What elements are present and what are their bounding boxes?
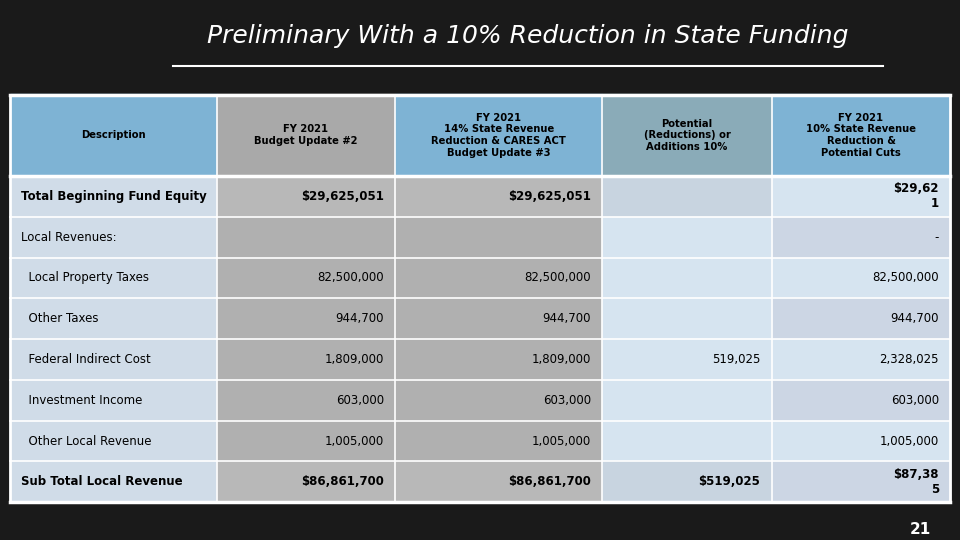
Text: 603,000: 603,000 <box>543 394 591 407</box>
Bar <box>772 380 950 421</box>
Text: Other Local Revenue: Other Local Revenue <box>21 435 152 448</box>
Bar <box>10 421 217 461</box>
Bar <box>10 217 217 258</box>
Bar <box>772 339 950 380</box>
Text: Other Taxes: Other Taxes <box>21 312 98 325</box>
Text: 21: 21 <box>910 522 931 537</box>
Text: 1,005,000: 1,005,000 <box>324 435 384 448</box>
Bar <box>396 298 602 339</box>
Bar <box>602 339 772 380</box>
Text: FY 2021
Budget Update #2: FY 2021 Budget Update #2 <box>254 124 358 146</box>
Text: 1,005,000: 1,005,000 <box>532 435 591 448</box>
Text: FY 2021
10% State Revenue
Reduction &
Potential Cuts: FY 2021 10% State Revenue Reduction & Po… <box>806 113 916 158</box>
Bar <box>396 380 602 421</box>
Text: $29,625,051: $29,625,051 <box>301 190 384 203</box>
Bar <box>396 94 602 176</box>
Bar <box>396 217 602 258</box>
Bar <box>772 176 950 217</box>
Bar <box>602 461 772 502</box>
Text: 944,700: 944,700 <box>891 312 939 325</box>
Bar <box>10 176 217 217</box>
Text: Local Property Taxes: Local Property Taxes <box>21 272 149 285</box>
Text: 82,500,000: 82,500,000 <box>524 272 591 285</box>
Text: $29,625,051: $29,625,051 <box>508 190 591 203</box>
Bar <box>396 421 602 461</box>
Bar <box>10 461 217 502</box>
Text: Sub Total Local Revenue: Sub Total Local Revenue <box>21 475 182 488</box>
Bar <box>602 421 772 461</box>
Bar <box>772 217 950 258</box>
Bar <box>217 421 396 461</box>
Bar <box>602 258 772 298</box>
Text: $29,62
1: $29,62 1 <box>894 183 939 211</box>
Bar <box>217 339 396 380</box>
Bar <box>602 217 772 258</box>
Text: 603,000: 603,000 <box>891 394 939 407</box>
Text: 1,809,000: 1,809,000 <box>324 353 384 366</box>
Bar <box>396 258 602 298</box>
Text: 1,809,000: 1,809,000 <box>532 353 591 366</box>
Bar <box>772 298 950 339</box>
Text: 2,328,025: 2,328,025 <box>879 353 939 366</box>
Text: -: - <box>935 231 939 244</box>
Bar <box>772 461 950 502</box>
Text: Potential
(Reductions) or
Additions 10%: Potential (Reductions) or Additions 10% <box>643 119 731 152</box>
Bar <box>10 339 217 380</box>
Text: 944,700: 944,700 <box>542 312 591 325</box>
Bar <box>772 258 950 298</box>
Text: FY 2021
14% State Revenue
Reduction & CARES ACT
Budget Update #3: FY 2021 14% State Revenue Reduction & CA… <box>431 113 566 158</box>
Bar <box>396 461 602 502</box>
Bar <box>217 298 396 339</box>
Text: Investment Income: Investment Income <box>21 394 142 407</box>
Text: 603,000: 603,000 <box>336 394 384 407</box>
Text: 82,500,000: 82,500,000 <box>318 272 384 285</box>
Text: Total Beginning Fund Equity: Total Beginning Fund Equity <box>21 190 206 203</box>
Text: Federal Indirect Cost: Federal Indirect Cost <box>21 353 151 366</box>
Bar <box>217 176 396 217</box>
Text: $519,025: $519,025 <box>699 475 760 488</box>
Bar <box>10 258 217 298</box>
Bar <box>396 176 602 217</box>
Text: 944,700: 944,700 <box>336 312 384 325</box>
Bar <box>396 339 602 380</box>
Text: $87,38
5: $87,38 5 <box>894 468 939 496</box>
Bar <box>10 380 217 421</box>
Text: Local Revenues:: Local Revenues: <box>21 231 116 244</box>
Bar <box>217 94 396 176</box>
Bar <box>602 298 772 339</box>
Bar <box>602 380 772 421</box>
Text: $86,861,700: $86,861,700 <box>508 475 591 488</box>
Text: $86,861,700: $86,861,700 <box>301 475 384 488</box>
Text: Description: Description <box>81 130 145 140</box>
Bar <box>772 421 950 461</box>
Bar <box>602 94 772 176</box>
Bar <box>217 380 396 421</box>
Bar <box>10 94 217 176</box>
Bar <box>602 176 772 217</box>
Bar <box>772 94 950 176</box>
Bar <box>10 298 217 339</box>
Text: 1,005,000: 1,005,000 <box>880 435 939 448</box>
Bar <box>217 461 396 502</box>
Text: 519,025: 519,025 <box>712 353 760 366</box>
Text: Preliminary With a 10% Reduction in State Funding: Preliminary With a 10% Reduction in Stat… <box>207 24 849 49</box>
Bar <box>217 258 396 298</box>
Text: 82,500,000: 82,500,000 <box>873 272 939 285</box>
Bar <box>217 217 396 258</box>
